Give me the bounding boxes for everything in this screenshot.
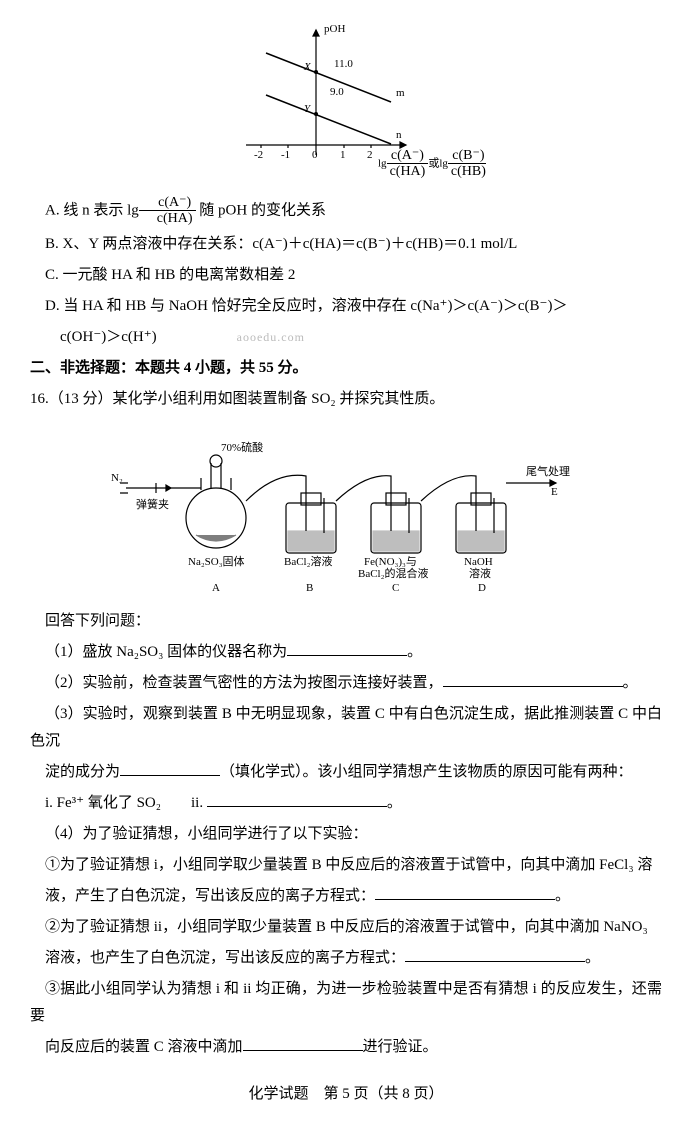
option-a: A. 线 n 表示 lgc(A⁻)c(HA) 随 pOH 的变化关系 (30, 195, 662, 227)
svg-text:N₂: N₂ (111, 472, 123, 484)
page-footer: 化学试题 第 5 页（共 8 页） (30, 1081, 662, 1108)
line-m: m (396, 87, 405, 99)
q4-1a: ①为了验证猜想 i，小组同学取少量装置 B 中反应后的溶液置于试管中，向其中滴加… (30, 852, 662, 879)
svg-text:Na₂SO₃固体: Na₂SO₃固体 (188, 554, 245, 568)
watermark: aooedu.com (237, 330, 305, 344)
blank-q3ii[interactable] (207, 791, 387, 807)
blank-q4-2[interactable] (405, 946, 585, 962)
svg-text:D: D (478, 582, 486, 594)
svg-text:弹簧夹: 弹簧夹 (136, 497, 169, 511)
pt-x: X (303, 61, 312, 73)
svg-text:Fe(NO₃)₃与: Fe(NO₃)₃与 (364, 555, 417, 568)
tick: 1 (340, 149, 346, 161)
option-d-line1: D. 当 HA 和 HB 与 NaOH 恰好完全反应时，溶液中存在 c(Na⁺)… (30, 293, 662, 320)
option-d-line2: c(OH⁻)＞c(H⁺)aooedu.com (30, 324, 662, 351)
q3-line2: 淀的成分为（填化学式）。该小组同学猜想产生该物质的原因可能有两种： (30, 759, 662, 786)
q4-2a: ②为了验证猜想 ii，小组同学取少量装置 B 中反应后的溶液置于试管中，向其中滴… (30, 914, 662, 941)
q3-i-ii: i. Fe³⁺ 氧化了 SO₂ ii. 。 (30, 790, 662, 817)
svg-text:C: C (392, 582, 399, 594)
svg-text:70%硫酸: 70%硫酸 (221, 440, 263, 454)
svg-text:E: E (551, 486, 558, 498)
q4: （4）为了验证猜想，小组同学进行了以下实验： (30, 821, 662, 848)
svg-text:BaCl₂溶液: BaCl₂溶液 (284, 554, 332, 568)
svg-text:尾气处理: 尾气处理 (526, 464, 570, 478)
svg-text:BaCl₂的混合液: BaCl₂的混合液 (358, 566, 428, 580)
q2: （2）实验前，检查装置气密性的方法为按图示连接好装置，。 (30, 670, 662, 697)
tick: 2 (367, 149, 373, 161)
blank-q4-1[interactable] (375, 884, 555, 900)
q4-3b: 向反应后的装置 C 溶液中滴加进行验证。 (30, 1034, 662, 1061)
q4-3a: ③据此小组同学认为猜想 i 和 ii 均正确，为进一步检验装置中是否有猜想 i … (30, 976, 662, 1030)
section-2-header: 二、非选择题：本题共 4 小题，共 55 分。 (30, 355, 662, 382)
option-b: B. X、Y 两点溶液中存在关系：c(A⁻)＋c(HA)＝c(B⁻)＋c(HB)… (30, 231, 662, 258)
q4-2b: 溶液，也产生了白色沉淀，写出该反应的离子方程式：。 (30, 945, 662, 972)
val-lo: 9.0 (330, 86, 344, 98)
poh-graph: pOH -2 -1 0 1 2 m n X Y 11.0 9.0 lgc(A⁻)… (206, 20, 486, 180)
apparatus-diagram: N₂ 弹簧夹 70%硫酸 尾气处理 E Na₂SO₃固体 BaCl₂溶液 Fe(… (106, 423, 586, 598)
q4-1b: 液，产生了白色沉淀，写出该反应的离子方程式：。 (30, 883, 662, 910)
blank-q3[interactable] (120, 760, 220, 776)
tick: -2 (254, 149, 263, 161)
q1: （1）盛放 Na₂SO₃ 固体的仪器名称为。 (30, 639, 662, 666)
tick: -1 (281, 149, 290, 161)
blank-q2[interactable] (443, 671, 623, 687)
tick: 0 (312, 149, 318, 161)
svg-text:NaOH: NaOH (464, 556, 493, 568)
svg-text:B: B (306, 582, 313, 594)
q16-stem: 16.（13 分）某化学小组利用如图装置制备 SO₂ 并探究其性质。 (30, 386, 662, 413)
q3-line1: （3）实验时，观察到装置 B 中无明显现象，装置 C 中有白色沉淀生成，据此推测… (30, 701, 662, 755)
svg-text:A: A (212, 582, 220, 594)
blank-q4-3[interactable] (243, 1035, 363, 1051)
svg-text:溶液: 溶液 (469, 566, 491, 580)
line-n: n (396, 129, 402, 141)
val-hi: 11.0 (334, 58, 353, 70)
ylabel: pOH (324, 23, 345, 35)
blank-q1[interactable] (287, 640, 407, 656)
answer-header: 回答下列问题： (30, 608, 662, 635)
option-c: C. 一元酸 HA 和 HB 的电离常数相差 2 (30, 262, 662, 289)
